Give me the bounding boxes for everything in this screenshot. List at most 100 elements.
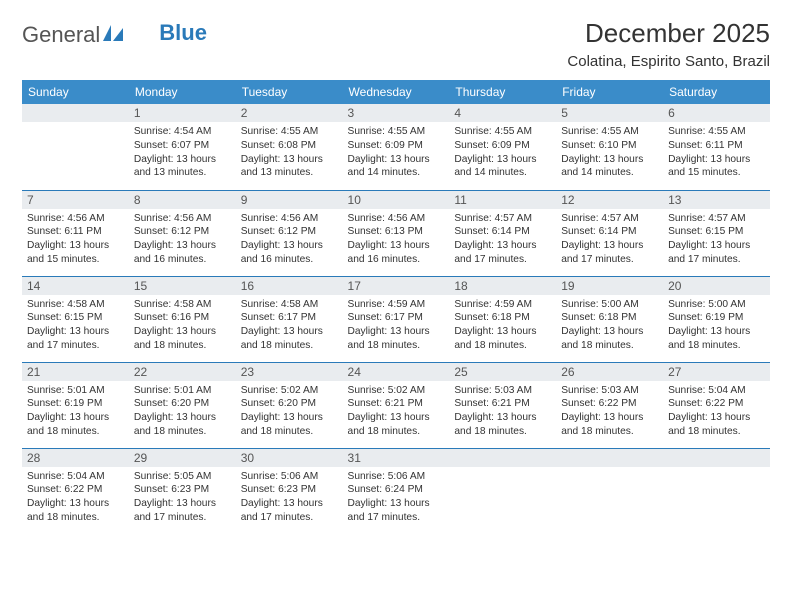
calendar-cell: 24Sunrise: 5:02 AMSunset: 6:21 PMDayligh… <box>343 362 450 448</box>
sunrise-text: Sunrise: 5:06 AM <box>348 470 445 484</box>
day-number: 3 <box>343 104 450 122</box>
daylight-text: Daylight: 13 hours and 17 minutes. <box>134 497 231 525</box>
daylight-text: Daylight: 13 hours and 18 minutes. <box>348 325 445 353</box>
day-number: 2 <box>236 104 343 122</box>
day-details: Sunrise: 4:58 AMSunset: 6:15 PMDaylight:… <box>22 295 129 358</box>
day-details: Sunrise: 4:58 AMSunset: 6:16 PMDaylight:… <box>129 295 236 358</box>
day-details: Sunrise: 4:56 AMSunset: 6:12 PMDaylight:… <box>129 209 236 272</box>
daylight-text: Daylight: 13 hours and 18 minutes. <box>241 325 338 353</box>
daylight-text: Daylight: 13 hours and 18 minutes. <box>454 325 551 353</box>
day-details: Sunrise: 5:03 AMSunset: 6:21 PMDaylight:… <box>449 381 556 444</box>
logo: General Blue <box>22 22 207 48</box>
day-number <box>22 104 129 122</box>
sunset-text: Sunset: 6:22 PM <box>668 397 765 411</box>
daylight-text: Daylight: 13 hours and 18 minutes. <box>27 497 124 525</box>
day-details: Sunrise: 5:00 AMSunset: 6:19 PMDaylight:… <box>663 295 770 358</box>
sunset-text: Sunset: 6:18 PM <box>561 311 658 325</box>
calendar-cell: 16Sunrise: 4:58 AMSunset: 6:17 PMDayligh… <box>236 276 343 362</box>
calendar-cell: 28Sunrise: 5:04 AMSunset: 6:22 PMDayligh… <box>22 448 129 534</box>
day-number: 26 <box>556 363 663 381</box>
daylight-text: Daylight: 13 hours and 15 minutes. <box>27 239 124 267</box>
calendar-cell: 21Sunrise: 5:01 AMSunset: 6:19 PMDayligh… <box>22 362 129 448</box>
calendar-cell: 1Sunrise: 4:54 AMSunset: 6:07 PMDaylight… <box>129 104 236 190</box>
day-details: Sunrise: 5:04 AMSunset: 6:22 PMDaylight:… <box>22 467 129 530</box>
day-number: 18 <box>449 277 556 295</box>
sunrise-text: Sunrise: 4:57 AM <box>561 212 658 226</box>
sunrise-text: Sunrise: 5:03 AM <box>561 384 658 398</box>
calendar-cell: 25Sunrise: 5:03 AMSunset: 6:21 PMDayligh… <box>449 362 556 448</box>
day-header: Monday <box>129 80 236 104</box>
sunrise-text: Sunrise: 4:56 AM <box>241 212 338 226</box>
day-number: 14 <box>22 277 129 295</box>
day-details: Sunrise: 4:55 AMSunset: 6:11 PMDaylight:… <box>663 122 770 185</box>
calendar-cell: 30Sunrise: 5:06 AMSunset: 6:23 PMDayligh… <box>236 448 343 534</box>
logo-text-general: General <box>22 22 100 48</box>
day-details: Sunrise: 4:55 AMSunset: 6:09 PMDaylight:… <box>343 122 450 185</box>
calendar-cell <box>663 448 770 534</box>
day-number: 8 <box>129 191 236 209</box>
sunrise-text: Sunrise: 4:58 AM <box>27 298 124 312</box>
daylight-text: Daylight: 13 hours and 18 minutes. <box>668 411 765 439</box>
day-number: 29 <box>129 449 236 467</box>
logo-text-blue: Blue <box>159 20 207 46</box>
day-header: Saturday <box>663 80 770 104</box>
day-header: Friday <box>556 80 663 104</box>
sunset-text: Sunset: 6:23 PM <box>241 483 338 497</box>
calendar-head: SundayMondayTuesdayWednesdayThursdayFrid… <box>22 80 770 104</box>
sunset-text: Sunset: 6:16 PM <box>134 311 231 325</box>
sunrise-text: Sunrise: 4:59 AM <box>454 298 551 312</box>
day-number: 28 <box>22 449 129 467</box>
sunset-text: Sunset: 6:12 PM <box>241 225 338 239</box>
daylight-text: Daylight: 13 hours and 13 minutes. <box>241 153 338 181</box>
sunset-text: Sunset: 6:09 PM <box>454 139 551 153</box>
daylight-text: Daylight: 13 hours and 17 minutes. <box>241 497 338 525</box>
day-details: Sunrise: 5:05 AMSunset: 6:23 PMDaylight:… <box>129 467 236 530</box>
location-label: Colatina, Espirito Santo, Brazil <box>567 53 770 70</box>
header: General Blue December 2025 Colatina, Esp… <box>22 18 770 70</box>
sunset-text: Sunset: 6:20 PM <box>241 397 338 411</box>
daylight-text: Daylight: 13 hours and 18 minutes. <box>454 411 551 439</box>
sunset-text: Sunset: 6:15 PM <box>27 311 124 325</box>
day-details: Sunrise: 4:56 AMSunset: 6:13 PMDaylight:… <box>343 209 450 272</box>
day-details: Sunrise: 5:01 AMSunset: 6:19 PMDaylight:… <box>22 381 129 444</box>
sunset-text: Sunset: 6:17 PM <box>241 311 338 325</box>
daylight-text: Daylight: 13 hours and 17 minutes. <box>668 239 765 267</box>
day-header: Wednesday <box>343 80 450 104</box>
daylight-text: Daylight: 13 hours and 18 minutes. <box>668 325 765 353</box>
day-details: Sunrise: 5:06 AMSunset: 6:23 PMDaylight:… <box>236 467 343 530</box>
day-details: Sunrise: 4:59 AMSunset: 6:18 PMDaylight:… <box>449 295 556 358</box>
sunrise-text: Sunrise: 4:55 AM <box>241 125 338 139</box>
day-details: Sunrise: 5:02 AMSunset: 6:21 PMDaylight:… <box>343 381 450 444</box>
day-number: 27 <box>663 363 770 381</box>
daylight-text: Daylight: 13 hours and 17 minutes. <box>454 239 551 267</box>
day-number: 13 <box>663 191 770 209</box>
daylight-text: Daylight: 13 hours and 18 minutes. <box>561 325 658 353</box>
day-details: Sunrise: 4:59 AMSunset: 6:17 PMDaylight:… <box>343 295 450 358</box>
sunrise-text: Sunrise: 5:05 AM <box>134 470 231 484</box>
calendar-cell: 18Sunrise: 4:59 AMSunset: 6:18 PMDayligh… <box>449 276 556 362</box>
sunrise-text: Sunrise: 4:55 AM <box>348 125 445 139</box>
calendar-cell: 22Sunrise: 5:01 AMSunset: 6:20 PMDayligh… <box>129 362 236 448</box>
sunrise-text: Sunrise: 5:03 AM <box>454 384 551 398</box>
sunrise-text: Sunrise: 4:56 AM <box>134 212 231 226</box>
logo-sail-icon <box>103 25 125 48</box>
sunset-text: Sunset: 6:17 PM <box>348 311 445 325</box>
sunrise-text: Sunrise: 5:04 AM <box>668 384 765 398</box>
sunrise-text: Sunrise: 4:58 AM <box>134 298 231 312</box>
calendar-cell: 17Sunrise: 4:59 AMSunset: 6:17 PMDayligh… <box>343 276 450 362</box>
day-details: Sunrise: 4:55 AMSunset: 6:09 PMDaylight:… <box>449 122 556 185</box>
sunrise-text: Sunrise: 5:00 AM <box>561 298 658 312</box>
calendar-cell: 5Sunrise: 4:55 AMSunset: 6:10 PMDaylight… <box>556 104 663 190</box>
sunrise-text: Sunrise: 4:59 AM <box>348 298 445 312</box>
day-details: Sunrise: 4:57 AMSunset: 6:14 PMDaylight:… <box>556 209 663 272</box>
day-header: Thursday <box>449 80 556 104</box>
day-details: Sunrise: 4:57 AMSunset: 6:14 PMDaylight:… <box>449 209 556 272</box>
daylight-text: Daylight: 13 hours and 18 minutes. <box>348 411 445 439</box>
calendar-cell: 13Sunrise: 4:57 AMSunset: 6:15 PMDayligh… <box>663 190 770 276</box>
day-number: 20 <box>663 277 770 295</box>
calendar-row: 7Sunrise: 4:56 AMSunset: 6:11 PMDaylight… <box>22 190 770 276</box>
sunset-text: Sunset: 6:14 PM <box>561 225 658 239</box>
day-number: 10 <box>343 191 450 209</box>
day-details: Sunrise: 5:01 AMSunset: 6:20 PMDaylight:… <box>129 381 236 444</box>
calendar-body: 1Sunrise: 4:54 AMSunset: 6:07 PMDaylight… <box>22 104 770 534</box>
